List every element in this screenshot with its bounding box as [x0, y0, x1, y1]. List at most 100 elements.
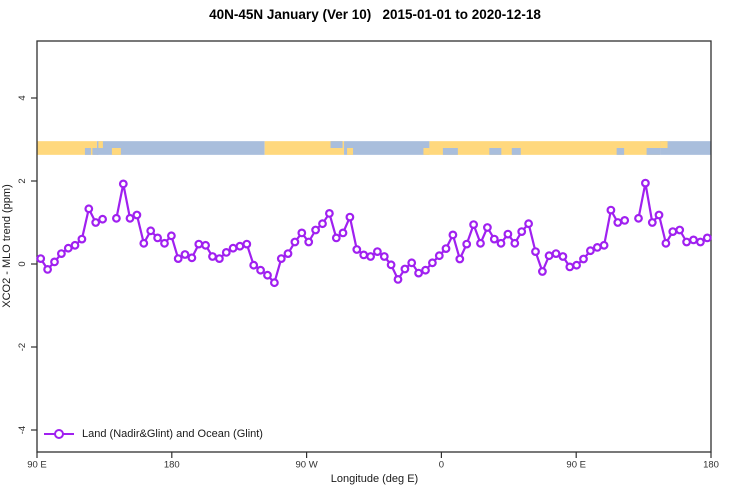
data-point-marker [290, 237, 300, 247]
x-tick-label: 0 [439, 460, 444, 471]
x-tick-label: 180 [703, 460, 719, 471]
series-line [115, 182, 626, 284]
data-point-marker [407, 258, 417, 268]
data-point-marker [641, 178, 650, 188]
data-point-marker [91, 218, 101, 227]
data-point-marker [517, 227, 527, 237]
data-point-marker [661, 238, 671, 248]
x-tick-label: 180 [164, 460, 180, 471]
surface-band-segment [646, 148, 661, 155]
data-point-marker [77, 234, 87, 244]
surface-band-segment [660, 141, 668, 149]
legend-circle-icon [54, 429, 64, 439]
surface-band-segment [344, 141, 430, 155]
surface-band-segment [423, 148, 430, 155]
data-point-marker [160, 238, 169, 248]
data-point-marker [654, 210, 664, 220]
data-point-marker [496, 238, 506, 248]
data-point-marker [187, 253, 197, 263]
data-point-marker [441, 244, 451, 254]
data-point-marker [84, 204, 94, 214]
data-point-marker [579, 254, 588, 264]
surface-band-segment [37, 141, 97, 155]
data-point-marker [572, 260, 581, 270]
data-point-marker [483, 223, 492, 232]
data-point-marker [448, 230, 458, 240]
chart-title: 40N-45N January (Ver 10) 2015-01-01 to 2… [209, 7, 541, 22]
data-point-marker [325, 208, 334, 218]
data-point-marker [565, 262, 575, 272]
y-axis-title: XCO2 - MLO trend (ppm) [1, 184, 13, 308]
data-point-marker [43, 265, 52, 274]
surface-band-segment [660, 141, 711, 155]
data-point-marker [146, 226, 156, 236]
data-point-marker [331, 233, 341, 243]
data-point-marker [668, 227, 678, 237]
series-line [39, 207, 104, 271]
data-point-marker [489, 234, 499, 244]
data-point-marker [359, 250, 369, 260]
data-point-marker [201, 240, 211, 250]
data-point-marker [366, 252, 376, 261]
data-point-marker [235, 241, 245, 251]
data-point-marker [524, 219, 533, 229]
data-point-marker [173, 254, 183, 264]
data-point-marker [462, 239, 472, 249]
data-point-marker [228, 243, 238, 253]
surface-band-segment [489, 148, 502, 155]
surface-band-segment [96, 141, 265, 155]
data-point-marker [153, 233, 163, 243]
data-point-marker [386, 260, 396, 270]
data-point-marker [620, 215, 630, 225]
data-point-marker [599, 240, 609, 250]
surface-band-segment [92, 148, 99, 155]
data-point-marker [544, 251, 554, 261]
data-point-marker [221, 247, 231, 257]
data-point-marker [682, 237, 691, 247]
data-point-marker [696, 237, 705, 247]
data-point-marker [180, 250, 190, 259]
data-point-marker [434, 251, 444, 261]
x-axis-title: Longitude (deg E) [330, 473, 419, 485]
data-point-marker [352, 245, 362, 254]
data-point-marker [373, 247, 382, 257]
x-tick-label: 90 E [566, 460, 586, 471]
surface-band-segment [442, 148, 458, 155]
data-point-marker [414, 268, 424, 278]
legend: Land (Nadir&Glint) and Ocean (Glint) [44, 428, 263, 440]
data-point-marker [647, 218, 657, 227]
data-point-marker [606, 205, 616, 215]
data-point-marker [558, 252, 568, 261]
data-point-marker [393, 275, 403, 284]
data-point-marker [531, 247, 540, 257]
surface-band-segment [616, 148, 625, 155]
data-point-marker [675, 225, 685, 235]
x-tick-label: 90 W [296, 460, 318, 471]
data-point-marker [111, 213, 121, 223]
x-tick-label: 90 E [27, 460, 47, 471]
data-point-marker [304, 237, 314, 247]
data-point-marker [208, 252, 217, 261]
surface-band-segment [264, 141, 345, 155]
y-tick-label: 0 [17, 261, 28, 266]
data-point-marker [98, 214, 107, 224]
data-point-marker [311, 225, 321, 235]
data-point-marker [634, 213, 643, 223]
data-point-marker [57, 249, 66, 259]
data-point-marker [586, 246, 595, 256]
data-point-marker [297, 228, 307, 238]
surface-band-segment [84, 148, 91, 155]
data-point-marker [194, 239, 204, 249]
data-point-marker [538, 267, 547, 276]
data-point-marker [249, 260, 259, 270]
data-point-marker [510, 238, 520, 248]
data-point-marker [263, 270, 272, 280]
data-point-marker [256, 265, 266, 275]
data-point-marker [125, 213, 135, 223]
data-point-marker [551, 249, 561, 259]
data-point-marker [428, 258, 437, 268]
data-point-marker [118, 179, 128, 189]
surface-band-segment [429, 141, 661, 155]
legend-line-marker-icon [44, 428, 74, 440]
